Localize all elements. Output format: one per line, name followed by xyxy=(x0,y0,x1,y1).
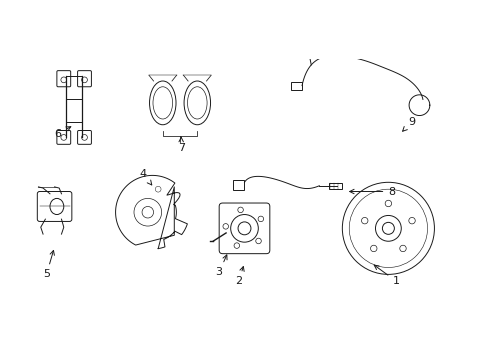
Text: 6: 6 xyxy=(55,127,71,139)
Text: 4: 4 xyxy=(140,169,151,185)
Text: 2: 2 xyxy=(235,266,244,286)
Text: 1: 1 xyxy=(373,265,399,286)
Text: 9: 9 xyxy=(402,117,414,131)
Text: 5: 5 xyxy=(43,251,54,279)
Text: 8: 8 xyxy=(349,186,395,197)
Text: 7: 7 xyxy=(177,137,184,153)
Text: 3: 3 xyxy=(215,255,226,277)
